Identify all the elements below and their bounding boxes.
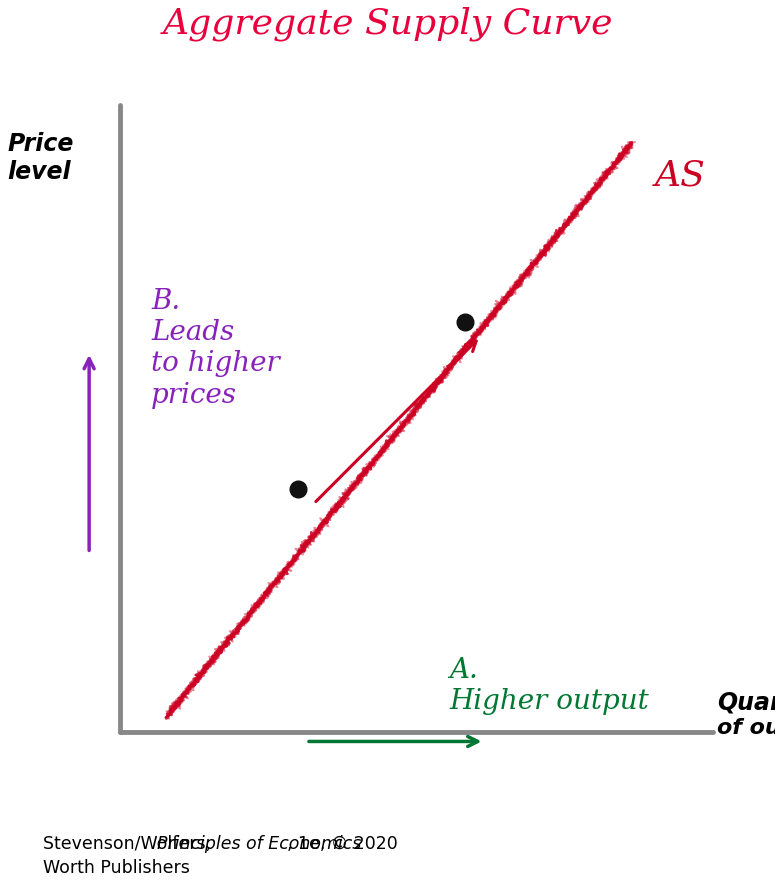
Text: Principles of Economics: Principles of Economics xyxy=(157,835,361,853)
Text: B.
Leads
to higher
prices: B. Leads to higher prices xyxy=(151,288,280,409)
Text: AS: AS xyxy=(655,158,706,193)
Text: Quantity: Quantity xyxy=(717,691,775,714)
Text: Worth Publishers: Worth Publishers xyxy=(43,859,190,877)
Text: , 1e, © 2020: , 1e, © 2020 xyxy=(287,835,398,853)
Text: Aggregate Supply Curve: Aggregate Supply Curve xyxy=(162,6,613,41)
Text: Price
level: Price level xyxy=(8,132,74,184)
Text: Stevenson/Wolfers,: Stevenson/Wolfers, xyxy=(43,835,216,853)
Text: A.
Higher output: A. Higher output xyxy=(449,657,649,715)
Text: of output: of output xyxy=(717,718,775,738)
